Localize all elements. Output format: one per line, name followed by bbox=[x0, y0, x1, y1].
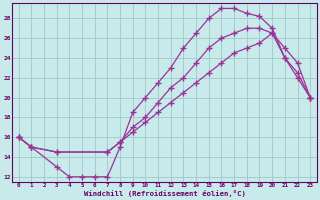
X-axis label: Windchill (Refroidissement éolien,°C): Windchill (Refroidissement éolien,°C) bbox=[84, 190, 245, 197]
